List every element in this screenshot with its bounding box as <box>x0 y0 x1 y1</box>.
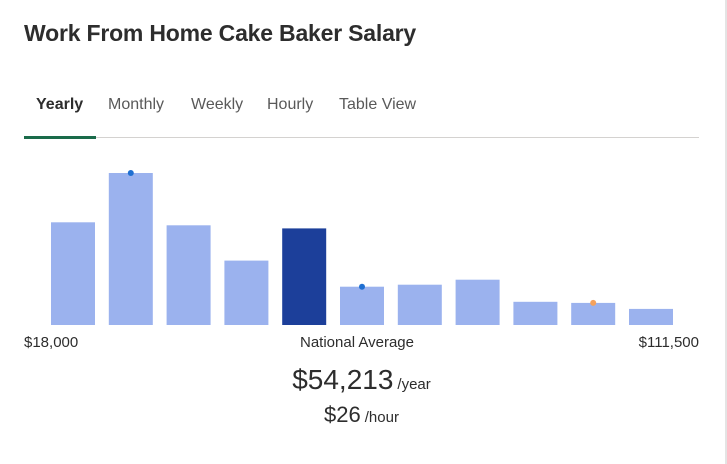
tab-table-view[interactable]: Table View <box>339 96 417 113</box>
histogram-bar <box>108 173 153 325</box>
axis-max-label: $111,500 <box>638 334 699 351</box>
histogram-bar <box>51 222 95 325</box>
tab-yearly[interactable]: Yearly <box>36 96 84 113</box>
active-tab-indicator <box>24 136 96 139</box>
axis-min-label: $18,000 <box>24 334 79 351</box>
bar-marker-dot <box>127 170 134 176</box>
average-yearly: $54,213/year <box>200 364 523 396</box>
tab-bar: Yearly Monthly Weekly Hourly Table View <box>24 84 699 139</box>
tab-weekly[interactable]: Weekly <box>191 96 244 113</box>
page-title: Work From Home Cake Baker Salary <box>24 20 417 46</box>
average-salary: $54,213/year $26/hour <box>200 364 523 428</box>
average-hourly: $26/hour <box>200 402 523 428</box>
tab-hourly[interactable]: Hourly <box>267 96 314 113</box>
panel-edge <box>725 0 727 464</box>
histogram-bar <box>224 260 269 325</box>
bar-marker-dot <box>590 299 597 306</box>
average-yearly-value: $54,213 <box>292 364 394 395</box>
national-average-label: National Average <box>300 334 414 351</box>
bar-marker-dot <box>359 283 365 290</box>
histogram-bar <box>629 308 673 325</box>
histogram-bar <box>513 301 558 325</box>
histogram-bar <box>571 302 616 325</box>
average-hourly-value: $26 <box>324 402 361 427</box>
average-yearly-unit: /year <box>397 376 431 393</box>
tab-monthly[interactable]: Monthly <box>108 96 165 113</box>
histogram-bar <box>455 279 500 325</box>
histogram-bar-national-average <box>282 228 327 325</box>
histogram-bar <box>340 286 384 325</box>
histogram-bar <box>166 225 211 325</box>
histogram-bar <box>397 284 442 325</box>
average-hourly-unit: /hour <box>364 409 399 426</box>
